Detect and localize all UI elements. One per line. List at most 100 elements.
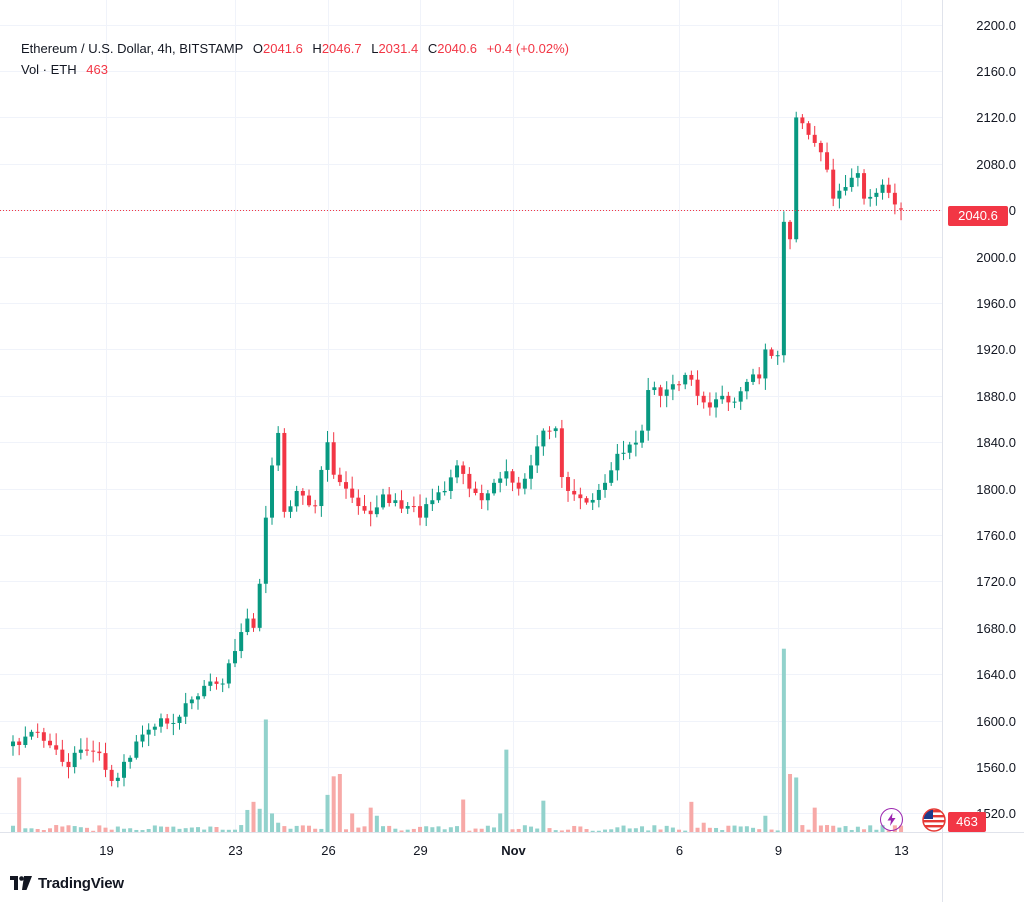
volume-bar (516, 828, 521, 832)
volume-bar (584, 829, 589, 832)
price-tick-label: 1960.0 (976, 296, 1016, 311)
volume-bar (122, 828, 127, 832)
candle-body (78, 749, 83, 753)
candle-body (177, 716, 182, 723)
candle-body (596, 489, 601, 500)
symbol-title[interactable]: Ethereum / U.S. Dollar, 4h, BITSTAMP (21, 41, 244, 56)
volume-bar (202, 829, 207, 832)
volume-bar (825, 825, 830, 832)
legend-row-volume: Vol · ETH 463 (21, 59, 569, 80)
candle-body (418, 506, 423, 518)
volume-bar (270, 813, 275, 832)
time-axis[interactable]: 19 23 26 29 Nov 6 9 13 (99, 843, 908, 858)
price-tick-label: 1640.0 (976, 667, 1016, 682)
candle-body (300, 490, 305, 496)
candle-body (233, 651, 238, 664)
price-tick-label: 2120.0 (976, 110, 1016, 125)
candle-body (788, 221, 793, 240)
price-tick-label: 2200.0 (976, 18, 1016, 33)
candle-body (714, 399, 719, 408)
candle-body (633, 442, 638, 445)
candle-body (152, 726, 157, 730)
price-tick-label: 1600.0 (976, 714, 1016, 729)
candle-body (442, 490, 447, 493)
volume-bar (356, 827, 361, 832)
us-flag-icon[interactable] (922, 808, 946, 832)
candlesticks (11, 111, 904, 788)
time-tick-label: 6 (676, 843, 683, 858)
candle-body (128, 757, 133, 762)
volume-bar (744, 826, 749, 832)
volume-bar (485, 825, 490, 832)
volume-bar (257, 808, 262, 832)
tradingview-brand[interactable]: TradingView (10, 872, 124, 894)
candle-body (609, 470, 614, 483)
lightning-icon[interactable] (880, 808, 903, 831)
candle-body (294, 490, 299, 507)
candle-body (590, 499, 595, 503)
time-tick-label: 19 (99, 843, 113, 858)
price-tick-label: 1720.0 (976, 574, 1016, 589)
volume-bar (578, 826, 583, 832)
volume-bar (134, 829, 139, 832)
candle-body (276, 432, 281, 466)
volume-bar (146, 828, 151, 832)
candle-body (498, 478, 503, 483)
candle-body (17, 741, 22, 745)
volume-bar (152, 825, 157, 832)
candle-body (115, 777, 120, 781)
candle-body (430, 500, 435, 505)
volume-bar (239, 825, 244, 832)
candle-body (325, 442, 330, 470)
volume-bar (818, 825, 823, 832)
volume-bar (313, 828, 318, 832)
time-tick-label: 26 (321, 843, 335, 858)
volume-bar (732, 825, 737, 832)
volume-bar (448, 827, 453, 832)
candle-body (603, 482, 608, 490)
candle-body (362, 506, 367, 511)
candle-body (270, 465, 275, 518)
candle-body (91, 750, 96, 752)
chart-legend: Ethereum / U.S. Dollar, 4h, BITSTAMP O20… (21, 38, 569, 80)
candle-body (806, 123, 811, 135)
volume-bar (337, 774, 342, 832)
volume-bar (757, 829, 762, 832)
price-axis[interactable]: 2200.02160.02120.02080.02040.02000.01960… (976, 18, 1016, 821)
volume-bar (23, 828, 28, 832)
candle-body (769, 349, 774, 356)
price-tick-label: 1520.0 (976, 806, 1016, 821)
volume-bar (492, 827, 497, 832)
price-tick-label: 2160.0 (976, 64, 1016, 79)
candle-body (251, 618, 256, 628)
candle-body (516, 482, 521, 489)
candle-body (424, 504, 429, 518)
price-tick-label: 1920.0 (976, 342, 1016, 357)
volume-label[interactable]: Vol · ETH (21, 62, 77, 77)
candle-body (818, 142, 823, 153)
volume-bar (171, 826, 176, 832)
volume-bar (72, 826, 77, 832)
candle-body (695, 379, 700, 396)
volume-bar (387, 825, 392, 832)
candle-body (319, 469, 324, 507)
candle-body (467, 473, 472, 489)
volume-bar (41, 830, 46, 832)
volume-bar (800, 825, 805, 832)
tradingview-logo-icon (10, 876, 32, 890)
candle-body (473, 488, 478, 494)
volume-bar (720, 829, 725, 832)
candle-body (572, 490, 577, 495)
high-label: H (312, 41, 322, 56)
candle-body (892, 192, 897, 205)
volume-bar (627, 828, 632, 832)
volume-bar (159, 826, 164, 832)
volume-bar (510, 829, 515, 832)
volume-bar (48, 828, 53, 832)
candle-body (584, 498, 589, 503)
time-tick-label: 23 (228, 843, 242, 858)
candle-body (886, 184, 891, 193)
volume-bar (455, 826, 460, 832)
candle-body (109, 769, 114, 781)
